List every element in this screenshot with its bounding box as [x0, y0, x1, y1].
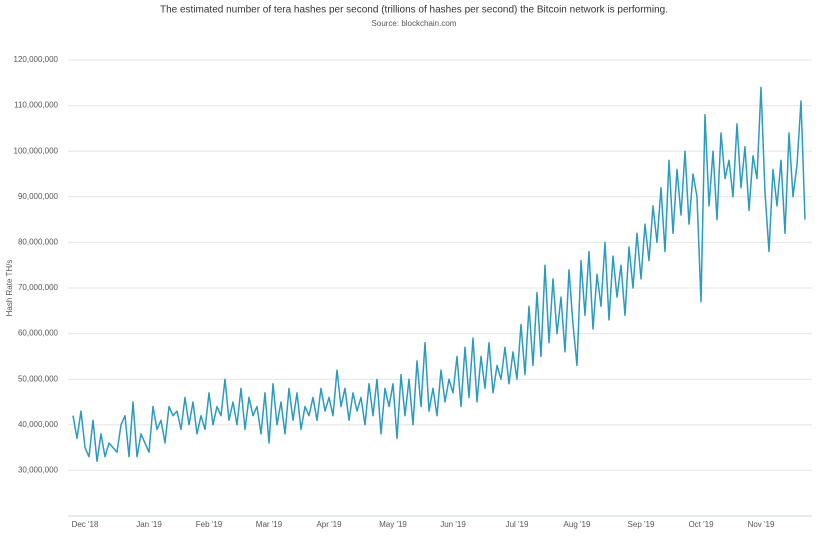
- x-tick-label: Dec '18: [72, 520, 99, 529]
- y-tick-label: 110,000,000: [14, 101, 58, 110]
- x-tick-label: Aug '19: [564, 520, 591, 529]
- x-tick-label: May '19: [379, 520, 407, 529]
- x-tick-label: Sep '19: [628, 520, 655, 529]
- y-tick-label: 50,000,000: [18, 374, 59, 383]
- x-tick-label: Mar '19: [256, 520, 283, 529]
- y-tick-label: 100,000,000: [14, 146, 59, 155]
- data-line: [72, 86, 806, 463]
- x-tick-label: Jun '19: [440, 520, 466, 529]
- x-tick-label: Jul '19: [506, 520, 529, 529]
- y-tick-label: 90,000,000: [18, 192, 59, 201]
- chart-title: The estimated number of tera hashes per …: [160, 5, 668, 16]
- y-tick-label: 30,000,000: [18, 466, 59, 475]
- y-tick-label: 120,000,000: [14, 55, 59, 64]
- x-tick-label: Feb '19: [196, 520, 223, 529]
- y-tick-label: 40,000,000: [18, 420, 59, 429]
- x-tick-label: Apr '19: [316, 520, 342, 529]
- y-tick-label: 80,000,000: [18, 238, 59, 247]
- x-tick-label: Jan '19: [136, 520, 162, 529]
- y-tick-label: 70,000,000: [18, 283, 59, 292]
- x-tick-label: Nov '19: [748, 520, 775, 529]
- x-tick-label: Oct '19: [688, 520, 714, 529]
- y-tick-label: 60,000,000: [18, 329, 59, 338]
- y-axis-label: Hash Rate TH/s: [5, 260, 14, 317]
- chart-subtitle: Source: blockchain.com: [372, 19, 457, 28]
